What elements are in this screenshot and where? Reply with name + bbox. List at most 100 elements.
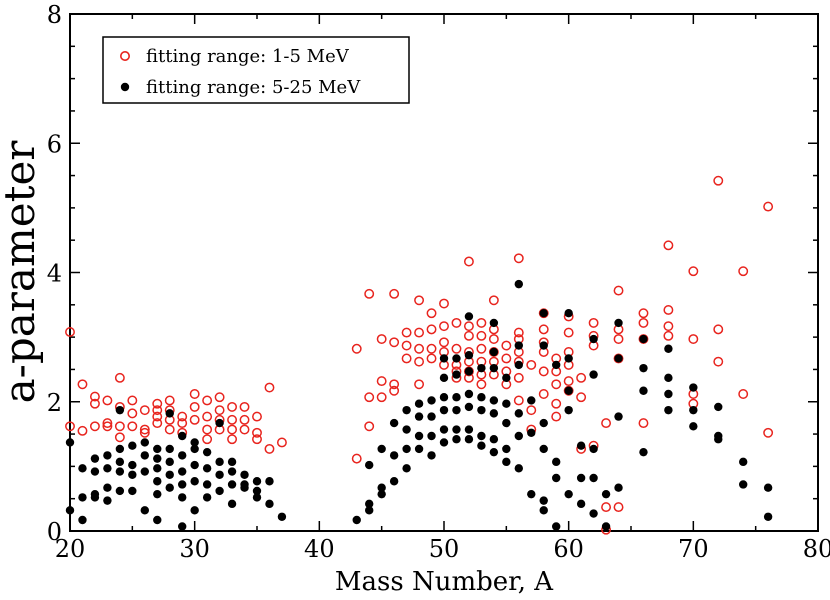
data-point [689, 383, 698, 392]
data-point [202, 447, 212, 457]
data-point [77, 425, 88, 436]
legend: fitting range: 1-5 MeV fitting range: 5-… [102, 36, 410, 104]
data-point [588, 317, 599, 328]
data-point [128, 460, 137, 470]
data-point [439, 393, 449, 402]
data-point [227, 480, 237, 489]
x-tick-label: 60 [553, 535, 584, 563]
data-point [689, 422, 698, 431]
data-point [477, 393, 486, 402]
data-point [477, 431, 486, 441]
data-point [439, 405, 449, 415]
data-point [564, 489, 573, 499]
data-point [601, 522, 611, 531]
data-point [664, 373, 673, 383]
data-point [178, 467, 187, 476]
y-axis-title: a-parameter [0, 140, 44, 404]
y-tick-label: 0 [47, 518, 62, 546]
data-point [240, 483, 249, 492]
data-point [513, 327, 524, 338]
data-point [638, 308, 649, 319]
data-point [102, 418, 113, 429]
x-axis: 20 30 40 50 60 70 80 [55, 14, 830, 563]
data-point [189, 414, 200, 425]
data-point [65, 421, 75, 432]
data-point [551, 411, 562, 422]
data-point [227, 467, 237, 476]
data-point [227, 457, 237, 467]
data-point [264, 443, 275, 454]
data-point [202, 464, 212, 473]
data-point [190, 506, 199, 515]
data-point [663, 330, 674, 341]
data-point [78, 464, 87, 473]
data-point [153, 477, 162, 486]
data-point [152, 398, 163, 409]
y-axis: 0 2 4 6 8 [47, 1, 818, 546]
data-point [89, 391, 100, 402]
data-point [364, 392, 375, 403]
data-point [426, 324, 437, 335]
data-point [539, 418, 548, 428]
data-point [215, 457, 224, 467]
data-point [178, 522, 187, 531]
data-point [613, 334, 624, 345]
data-point [426, 353, 437, 364]
data-point [502, 444, 511, 454]
data-point [178, 493, 187, 502]
data-point [252, 434, 262, 445]
data-point [514, 279, 523, 289]
data-point [564, 354, 573, 363]
data-point [215, 470, 224, 479]
data-point [227, 424, 238, 435]
data-point [153, 454, 162, 463]
data-point [103, 451, 112, 460]
data-point [190, 438, 199, 447]
data-point [639, 334, 648, 344]
x-tick-label: 40 [304, 535, 335, 563]
data-point [227, 401, 238, 412]
data-point [153, 515, 162, 525]
data-point [115, 457, 125, 467]
data-point [140, 451, 149, 460]
data-point [351, 343, 362, 354]
data-point [614, 318, 623, 328]
data-point [539, 496, 548, 505]
x-tick-label: 30 [179, 535, 210, 563]
data-point [364, 421, 375, 432]
data-point [552, 522, 561, 531]
data-point [252, 486, 262, 496]
data-point [264, 382, 275, 393]
data-point [189, 401, 200, 412]
y-tick-label: 2 [47, 389, 62, 417]
data-point [663, 240, 674, 251]
data-point [489, 347, 499, 357]
data-point [464, 402, 474, 412]
data-point [601, 489, 611, 499]
data-point [638, 317, 649, 328]
data-point [427, 451, 436, 460]
data-point [165, 409, 174, 418]
data-point [152, 418, 163, 429]
data-point [252, 477, 262, 486]
data-point [389, 288, 400, 299]
data-point [215, 486, 224, 496]
data-point [489, 435, 499, 444]
data-point [376, 392, 387, 403]
data-point [239, 424, 250, 435]
data-point [514, 409, 523, 418]
data-point [202, 411, 213, 422]
data-point [202, 395, 213, 406]
data-point [514, 464, 523, 473]
data-point [365, 460, 374, 470]
data-point [215, 418, 224, 428]
data-point [489, 447, 499, 457]
data-point [463, 330, 474, 341]
data-point [463, 321, 474, 332]
series-2 [65, 279, 773, 531]
data-point [763, 483, 773, 492]
data-point [527, 428, 536, 437]
data-point [452, 393, 461, 402]
data-point [140, 467, 149, 476]
